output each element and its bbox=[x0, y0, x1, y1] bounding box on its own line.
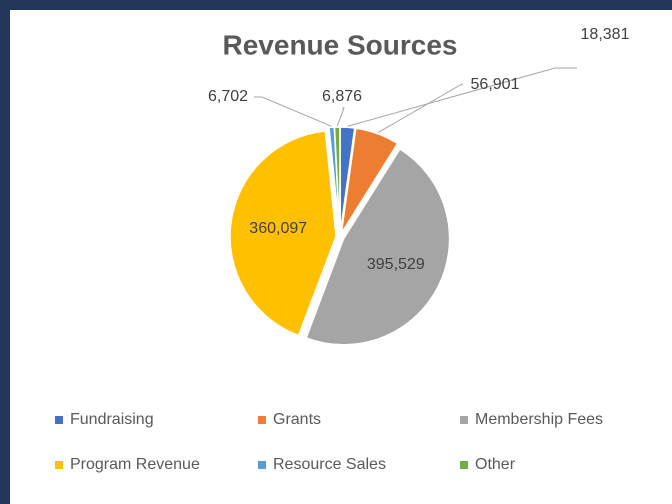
data-label: 6,876 bbox=[322, 88, 362, 105]
legend-marker bbox=[258, 461, 266, 469]
pie-slice bbox=[340, 127, 399, 234]
legend-label: Other bbox=[475, 456, 516, 473]
legend-label: Resource Sales bbox=[273, 456, 386, 473]
leader-line bbox=[336, 107, 345, 127]
leader-line bbox=[254, 96, 332, 127]
legend-marker bbox=[55, 461, 63, 469]
data-label: 395,529 bbox=[367, 256, 425, 273]
data-label: 360,097 bbox=[249, 220, 307, 237]
legend-marker bbox=[258, 416, 266, 424]
legend-marker bbox=[55, 416, 63, 424]
legend-marker bbox=[460, 416, 468, 424]
data-label: 56,901 bbox=[471, 76, 520, 93]
pie-slice bbox=[305, 147, 451, 346]
pie-slice bbox=[229, 130, 337, 337]
legend-label: Program Revenue bbox=[70, 456, 200, 473]
pie-slice bbox=[333, 126, 341, 234]
legend-label: Membership Fees bbox=[475, 411, 603, 428]
chart-title: Revenue Sources bbox=[223, 29, 458, 60]
legend-marker bbox=[460, 461, 468, 469]
legend-label: Fundraising bbox=[70, 411, 154, 428]
leader-line bbox=[377, 83, 464, 134]
data-label: 18,381 bbox=[581, 26, 630, 43]
legend-label: Grants bbox=[273, 411, 321, 428]
leader-line bbox=[347, 67, 577, 127]
data-label: 6,702 bbox=[208, 88, 248, 105]
